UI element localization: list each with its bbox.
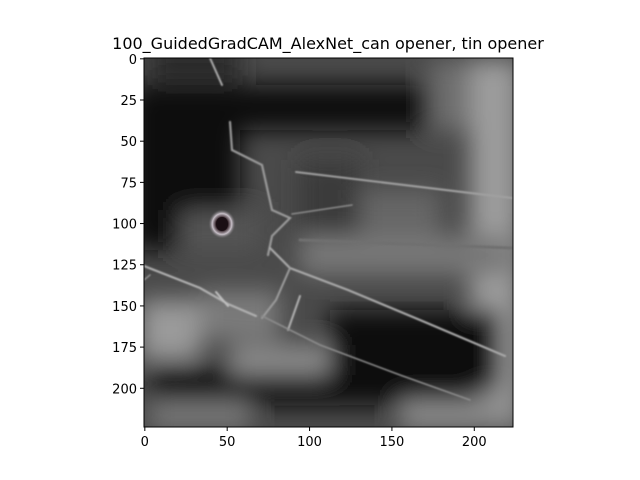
x-tick-label: 50 xyxy=(219,435,236,450)
gradcam-heatmap-image xyxy=(144,58,513,427)
x-tick-label: 200 xyxy=(462,435,487,450)
y-tick-label: 50 xyxy=(120,135,137,150)
y-tick-label: 150 xyxy=(112,300,137,315)
y-tick-label: 0 xyxy=(129,53,137,68)
x-tick-label: 150 xyxy=(380,435,405,450)
y-tick-label: 200 xyxy=(112,382,137,397)
figure-title: 100_GuidedGradCAM_AlexNet_can opener, ti… xyxy=(112,34,544,54)
x-tick-label: 100 xyxy=(297,435,322,450)
y-axis: 0 25 50 75 100 125 150 175 200 xyxy=(112,53,144,397)
y-tick-label: 125 xyxy=(112,259,137,274)
y-tick-label: 100 xyxy=(112,218,137,233)
y-tick-label: 175 xyxy=(112,341,137,356)
x-axis: 0 50 100 150 200 xyxy=(141,427,487,450)
x-tick-label: 0 xyxy=(141,435,149,450)
y-tick-label: 25 xyxy=(120,94,137,109)
axes-frame xyxy=(143,57,514,428)
y-tick-label: 75 xyxy=(120,176,137,191)
